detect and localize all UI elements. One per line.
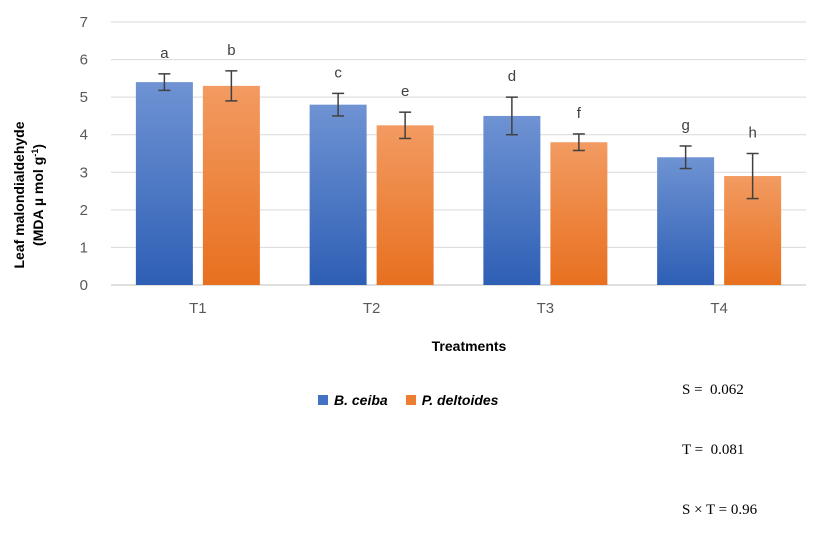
x-axis-ticks: T1 T2 T3 T4 [189,300,728,317]
stat-s: S = 0.062 [682,382,744,398]
significance-label: d [508,68,516,85]
y-axis-title-unit: (MDA µ mol g [30,157,46,246]
bars [135,82,782,286]
y-tick-label: 4 [80,127,88,144]
significance-label: e [401,83,409,100]
significance-label: g [681,117,689,134]
bar-p-deltoides-t2 [376,125,434,285]
y-axis-ticks: 0 1 2 3 4 5 6 7 [80,14,88,294]
legend-label-p-deltoides: P. deltoides [421,392,499,408]
bar-b-ceiba-t1 [135,82,193,285]
y-axis-title-line1: Leaf malondialdehyde [11,121,27,268]
error-bars [158,70,759,200]
y-axis-title-close: ) [30,144,46,149]
y-tick-label: 3 [80,164,88,181]
y-tick-label: 0 [80,277,88,294]
bar-b-ceiba-t3 [483,115,541,285]
x-tick-label: T2 [363,300,381,317]
stat-t: T = 0.081 [682,442,745,458]
bar-b-ceiba-t4 [657,157,715,285]
significance-label: b [227,42,235,59]
legend-swatch-b-ceiba [318,395,328,405]
significance-label: f [577,105,582,122]
y-tick-label: 1 [80,239,88,256]
significance-labels: a b c e d f g h [160,42,757,142]
legend: B. ceiba P. deltoides [318,392,516,408]
bar-p-deltoides-t1 [202,85,260,285]
bar-p-deltoides-t3 [550,142,608,285]
y-axis-title-line2: (MDA µ mol g-1) [30,144,46,246]
significance-label: c [334,64,342,81]
legend-item-p-deltoides: P. deltoides [405,392,499,408]
y-tick-label: 6 [80,52,88,69]
legend-label-b-ceiba: B. ceiba [334,392,388,408]
x-axis-title: Treatments [432,338,507,354]
y-tick-label: 7 [80,14,88,31]
y-tick-label: 2 [80,202,88,219]
significance-label: a [160,45,169,62]
bar-chart: 0 1 2 3 4 5 6 7 a b c e d f g h T1 T2 T3 T4 Treatments Le… [11,14,806,354]
x-tick-label: T4 [710,300,728,317]
y-axis-title: Leaf malondialdehyde (MDA µ mol g-1) [11,121,46,268]
y-axis-title-superscript: -1 [30,149,40,157]
legend-item-b-ceiba: B. ceiba [318,392,388,408]
stat-s-x-t: S × T = 0.96 [682,502,758,518]
x-tick-label: T1 [189,300,207,317]
statistics-block: S = 0.062 T = 0.081 S × T = 0.96 [682,340,757,540]
significance-label: h [748,125,756,142]
y-tick-label: 5 [80,89,88,106]
bar-b-ceiba-t2 [309,104,367,286]
x-tick-label: T3 [537,300,555,317]
legend-swatch-p-deltoides [405,395,416,405]
